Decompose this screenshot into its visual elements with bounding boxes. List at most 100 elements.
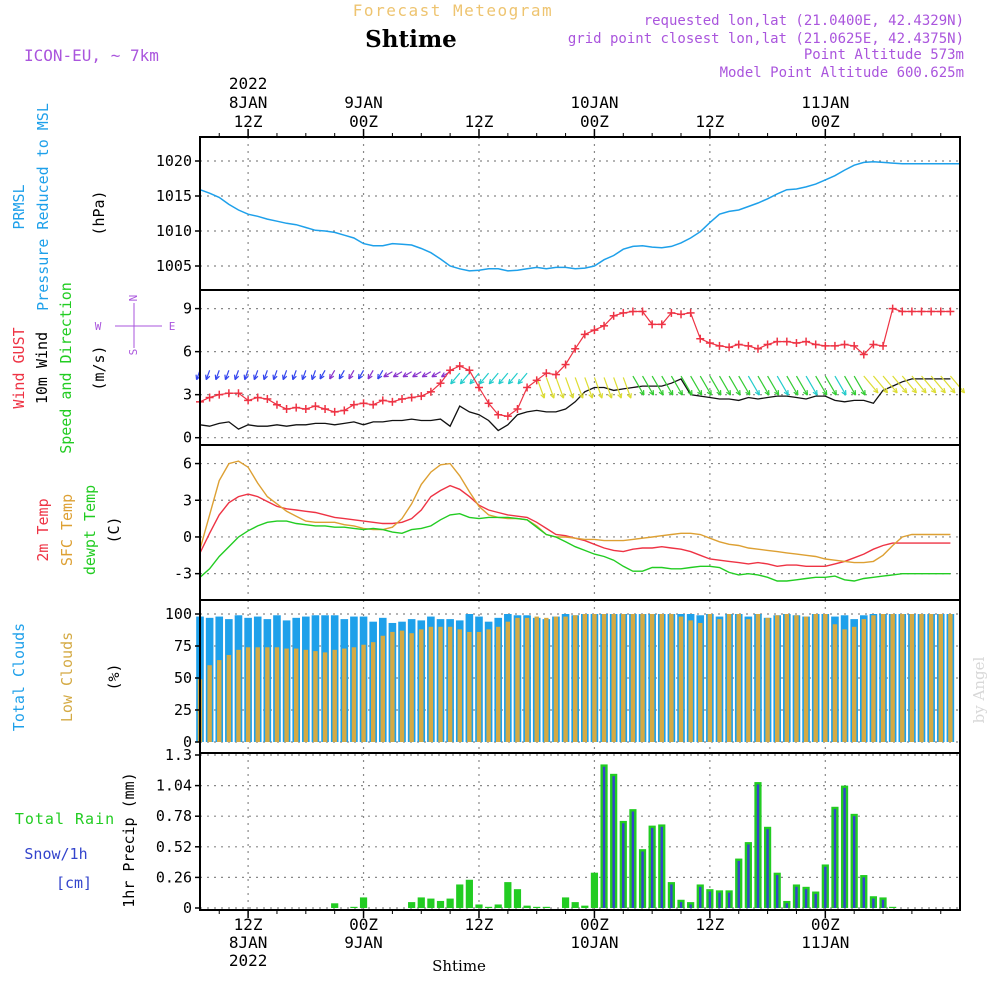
low-cloud-bar (438, 626, 443, 742)
rain-bar (542, 906, 550, 908)
wind-arrow-shaft (205, 370, 211, 380)
gust-marker (282, 405, 291, 414)
gust-marker (215, 390, 224, 399)
low-cloud-bar (842, 629, 847, 742)
snow-bar (785, 903, 789, 908)
wind-arrow (262, 370, 268, 381)
wind-arrow-shaft (930, 375, 946, 394)
wind-arrow (412, 371, 422, 378)
low-cloud-bar (621, 614, 626, 742)
wind-arrow-shaft (450, 372, 461, 385)
wind-arrow-head (214, 374, 217, 380)
wind-arrow-head (215, 375, 220, 381)
rain-bar (494, 904, 502, 908)
y-tick-label: 1.3 (165, 746, 192, 764)
wind-arrow (357, 369, 365, 380)
wind-arrow-head (572, 393, 575, 399)
wind-arrow (699, 375, 712, 396)
low-cloud-bar (534, 616, 539, 742)
gust-marker (474, 383, 483, 392)
rain-bar (456, 884, 464, 908)
y-tick-label: 50 (174, 669, 192, 687)
wind-arrow (670, 375, 683, 396)
gust-marker (301, 405, 310, 414)
rain-bar (571, 902, 579, 908)
wind-arrow-head (904, 387, 908, 394)
rain-bar (523, 905, 531, 908)
gust-marker (869, 340, 878, 349)
time-label-top: 12Z (465, 112, 494, 131)
gust-marker (407, 393, 416, 402)
time-label-bottom: 9JAN (344, 933, 383, 952)
wind-arrow-shaft (383, 371, 393, 378)
time-label-top: 11JAN (801, 93, 849, 112)
wind-arrow-head (607, 394, 612, 399)
gust-marker (494, 410, 503, 419)
wind-arrow (795, 375, 809, 396)
wind-arrow-head (892, 390, 898, 394)
low-cloud-bar (919, 614, 924, 742)
wind-arrow-head (479, 378, 482, 385)
wind-arrow-head (610, 393, 613, 399)
wind-arrow (224, 370, 230, 381)
gust-marker (523, 383, 532, 392)
snow-bar (833, 809, 837, 908)
snow-bar (747, 844, 750, 908)
low-cloud-bar (245, 647, 251, 742)
low-cloud-bar (803, 616, 809, 742)
wind-arrow-head (921, 390, 927, 394)
gust-marker (244, 396, 253, 405)
time-label-bottom: 12Z (234, 915, 263, 934)
gust-marker (830, 341, 839, 350)
wind-arrow-head (292, 375, 297, 381)
gust-marker (715, 341, 724, 350)
wind-arrow-head (697, 391, 702, 396)
wind-arrow-head (460, 381, 466, 385)
wind-arrow (651, 375, 664, 396)
low-cloud-bar (717, 619, 722, 742)
low-cloud-bar (419, 629, 424, 742)
gust-marker (272, 400, 281, 409)
wind-arrow (805, 375, 818, 396)
low-cloud-bar (765, 617, 770, 742)
rain-label: Total Rain (15, 810, 115, 828)
wind-arrow (786, 375, 799, 396)
snow-bar (631, 811, 635, 908)
low-cloud-bar (861, 619, 866, 742)
wind-arrow (431, 371, 441, 378)
wind-arrow-shaft (728, 375, 741, 396)
low-cloud-bar (823, 614, 828, 742)
gust-marker (879, 341, 888, 350)
wind-label: 10m Wind (33, 332, 51, 404)
wind-arrow-shaft (661, 375, 674, 396)
snow-bar (862, 877, 865, 908)
low-cloud-bar (871, 615, 876, 742)
low-cloud-bar (726, 614, 732, 742)
snow-bar (824, 866, 827, 908)
gust-marker (850, 341, 859, 350)
wind-arrow-head (822, 391, 828, 396)
wind-arrow-head (901, 390, 908, 394)
wind-arrow-shaft (709, 375, 722, 396)
wind-arrow (747, 375, 760, 396)
low-cloud-bar (380, 635, 385, 742)
wind-arrow-shaft (215, 370, 220, 380)
wind-arrow-shaft (367, 369, 374, 380)
y-tick-label: 3 (183, 386, 192, 404)
low-cloud-bar (409, 633, 414, 742)
wind-arrow-head (930, 390, 936, 394)
wind-arrow (728, 375, 741, 396)
wind-arrow (853, 375, 866, 396)
gust-marker (677, 310, 686, 319)
wind-arrow-shaft (949, 375, 965, 394)
gust-marker (292, 403, 301, 412)
low-cloud-bar (322, 652, 328, 742)
gust-marker (744, 341, 753, 350)
wind-arrow-shaft (263, 370, 268, 380)
snow-bar (843, 787, 846, 908)
wind-arrow (815, 375, 828, 396)
wind-arrow-head (851, 391, 856, 396)
wind-arrow (348, 369, 355, 380)
wind-arrow-shaft (498, 372, 509, 385)
low-cloud-bar (447, 626, 453, 742)
